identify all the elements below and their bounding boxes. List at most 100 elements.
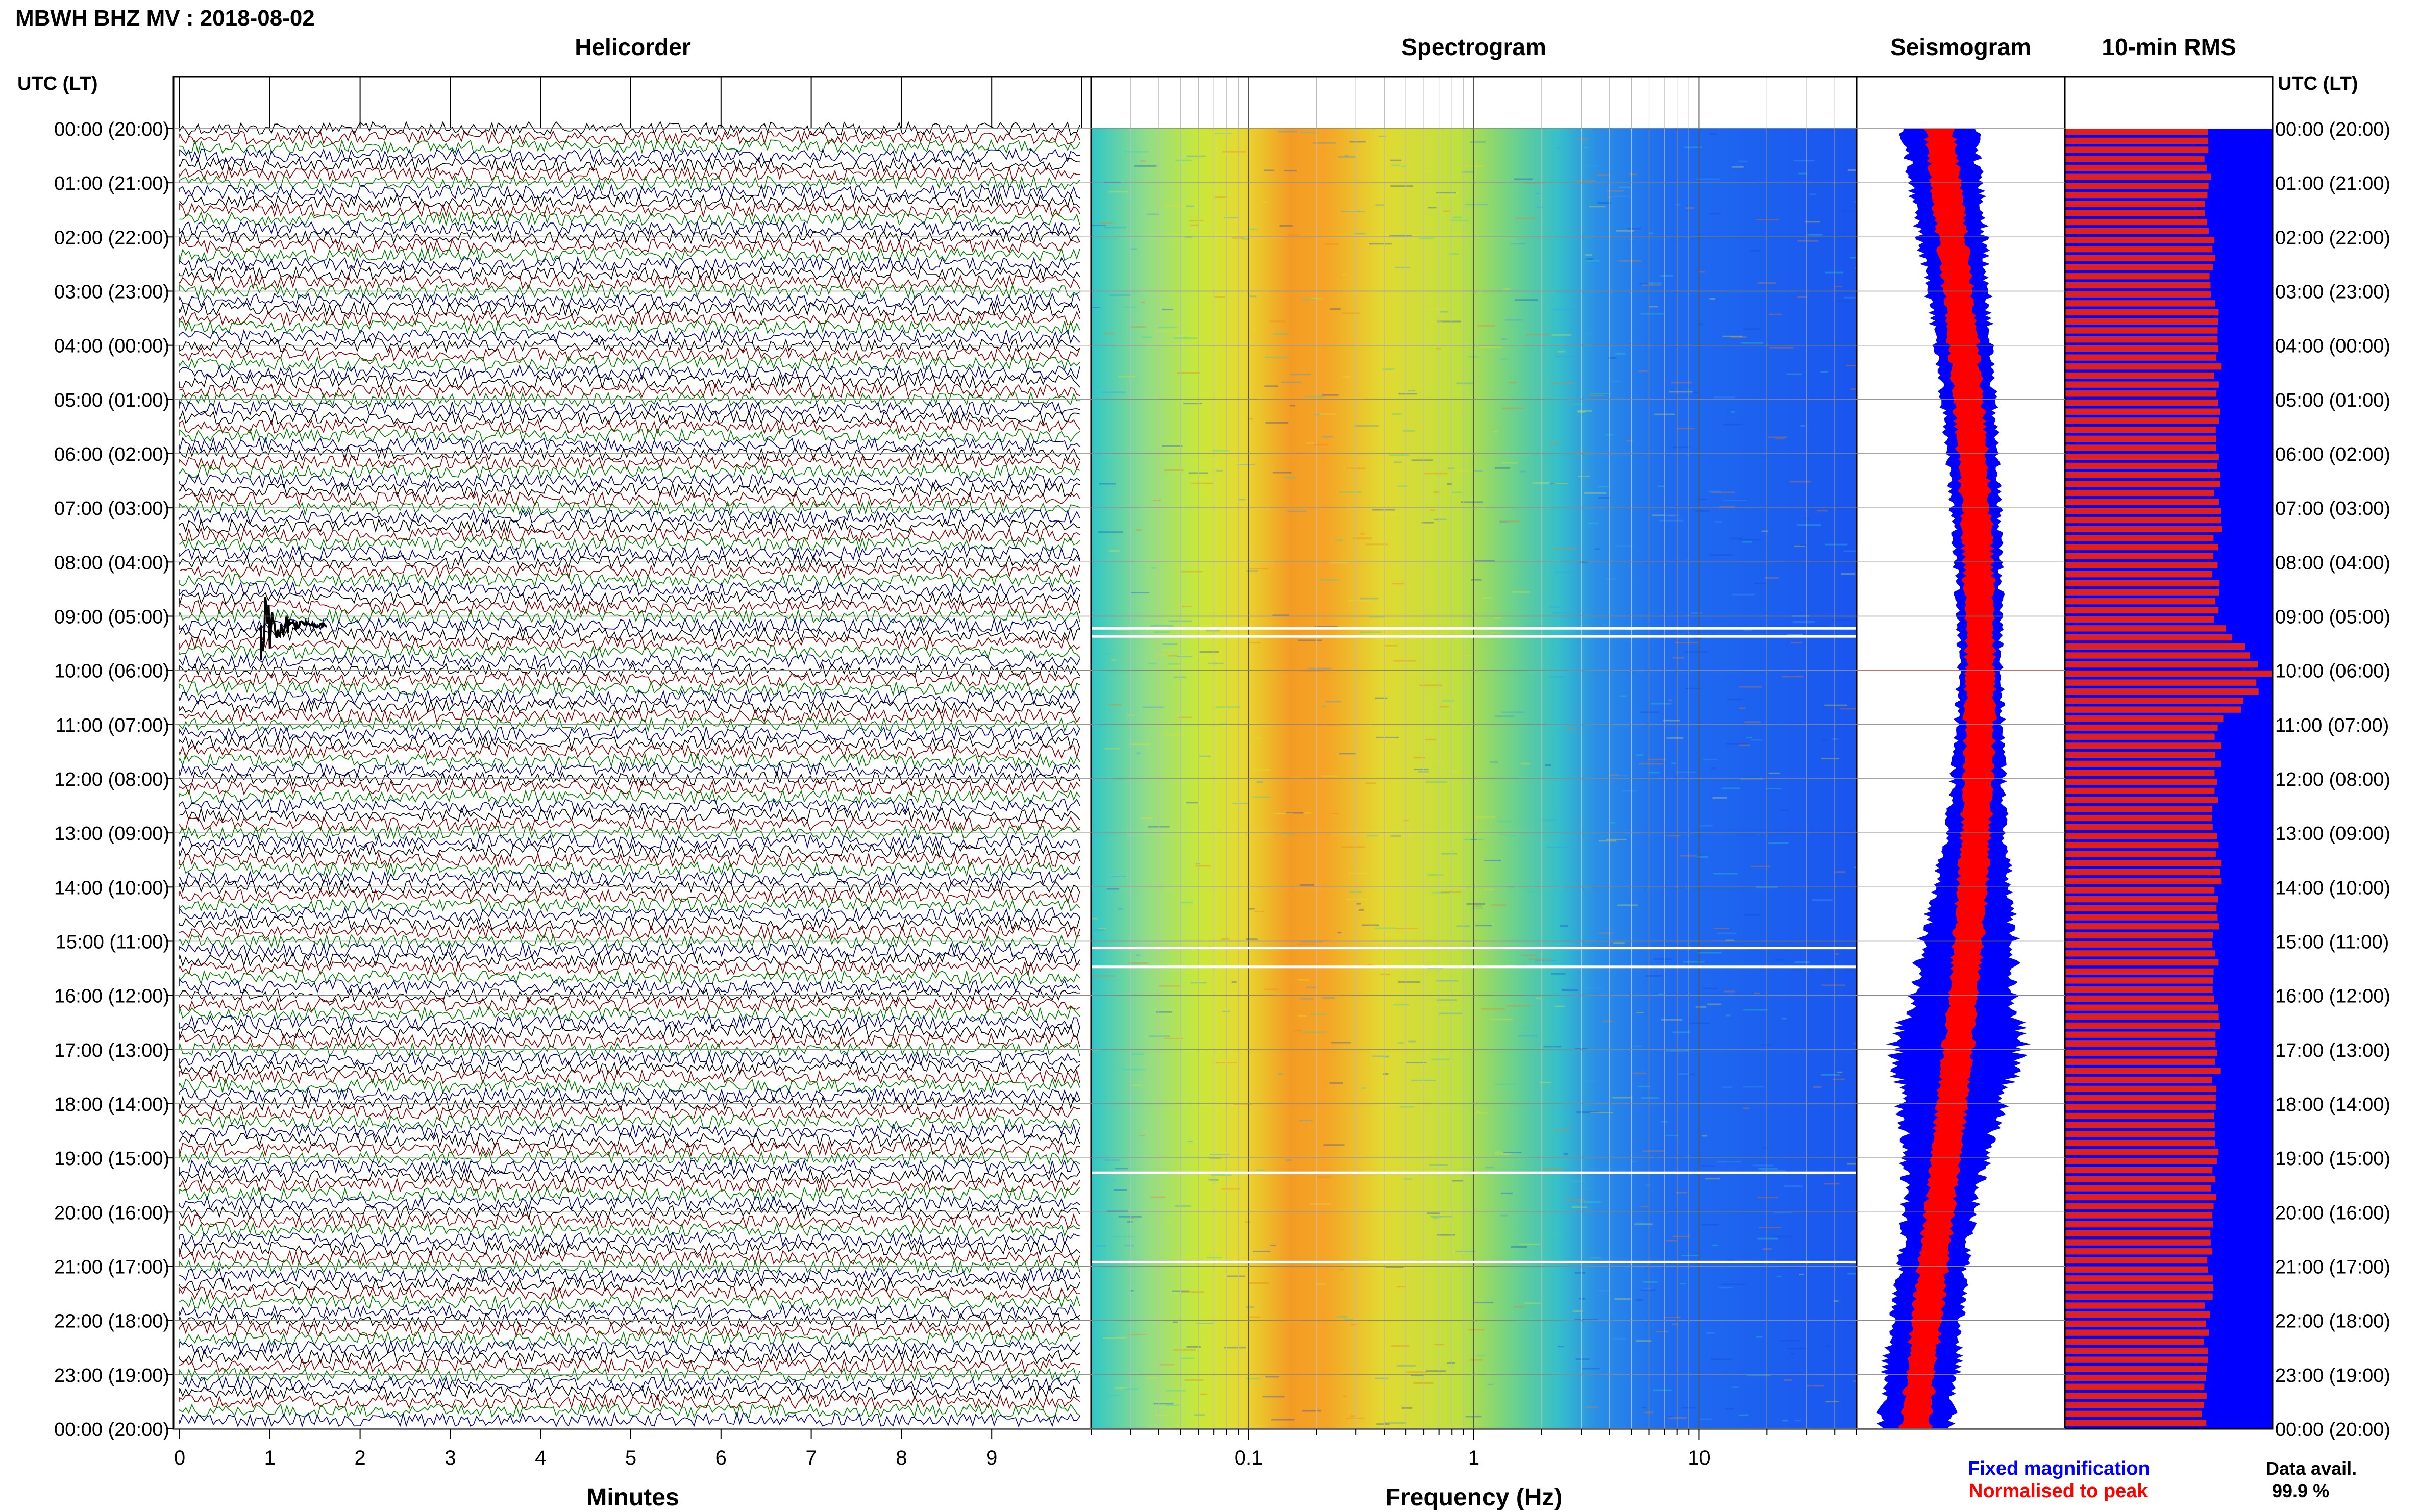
helicorder-trace [179,834,1080,850]
spectrogram-streak [1495,715,1514,717]
rms-bar [2065,237,2215,243]
spectrogram-streak [1375,1377,1389,1379]
spectrogram-streak [1618,186,1630,188]
spectrogram-streak [1636,754,1643,756]
spectrogram-streak [1789,481,1811,483]
helicorder-title: Helicorder [575,34,691,60]
helicorder-trace [179,716,1080,733]
rms-bar [2065,526,2222,532]
spectrogram-streak [1470,141,1486,143]
spectrogram-streak [1389,454,1409,456]
spectrogram-streak [1364,1170,1371,1172]
helicorder-trace [179,346,1080,362]
rms-bar [2065,1022,2220,1029]
spectrogram-streak [1494,1151,1502,1153]
spectrogram-streak [1437,320,1461,323]
spectrogram-streak [1537,206,1543,208]
spectrogram-streak [1493,617,1502,619]
spectrogram-streak [1164,1220,1173,1222]
time-label-left: 22:00 (18:00) [54,1311,169,1332]
rms-bar [2065,1058,2215,1065]
spectrogram-streak [1452,1180,1463,1182]
spectrogram-streak [1372,509,1395,511]
spectrogram-streak [1180,571,1203,573]
spectrogram-streak [1545,764,1551,766]
time-label-right: 07:00 (03:00) [2275,498,2390,519]
helicorder-trace [179,1014,1080,1031]
spectrogram-streak [1237,464,1255,465]
spectrogram-streak [1168,663,1180,665]
spectrogram-streak [1579,1298,1586,1300]
spectrogram-streak [1482,597,1494,599]
spectrogram-streak [1673,446,1691,448]
spectrogram-streak [1181,1291,1205,1293]
spectrogram-streak [1306,442,1315,444]
helicorder-trace [179,572,1080,588]
spectrogram-streak [1537,898,1547,900]
rms-bar [2065,760,2221,767]
spectrogram-streak [1151,1196,1166,1198]
spectrogram-streak [1651,703,1672,705]
spectrogram-streak [1222,1010,1231,1012]
spectrogram-streak [1321,775,1339,777]
spectrogram-streak [1411,1374,1424,1376]
spectrogram-streak [1337,932,1342,934]
spectrogram-streak [1471,907,1484,909]
spectrogram-streak [1319,579,1339,581]
rms-bar [2065,1366,2207,1372]
spectrogram-streak [1151,567,1157,569]
spectrogram-streak [1847,1163,1857,1165]
spectrogram-streak [1813,1086,1822,1088]
helicorder-trace [179,617,1080,633]
helicorder-trace [179,319,1080,336]
spectrogram-streak [1282,832,1295,834]
spectrogram-streak [1457,470,1473,472]
spectrogram-streak [1369,243,1392,245]
spectrogram-streak [1447,467,1455,469]
helicorder-trace [179,698,1080,714]
helicorder-trace [179,635,1080,652]
spectrogram-streak [1843,550,1857,552]
rms-bar [2065,598,2216,605]
helicorder-trace [179,247,1080,263]
spectrogram-panel [1090,76,1858,1430]
spectrogram-streak [1201,1106,1207,1107]
helicorder-trace [179,960,1080,977]
spectrogram-streak [1536,651,1557,653]
spectrogram-streak [1115,629,1131,631]
spectrogram-streak [1233,1103,1252,1105]
helicorder-trace [179,509,1080,525]
spectrogram-streak [1098,928,1107,929]
spectrogram-streak [1320,413,1337,415]
helicorder-trace [179,292,1080,308]
time-label-right: 09:00 (05:00) [2275,607,2390,628]
spectrogram-streak [1518,1035,1538,1037]
minute-tick-label: 0 [174,1447,185,1469]
rms-bar [2065,941,2213,948]
spectrogram-streak [1698,499,1707,500]
rms-bar [2065,1221,2213,1228]
spectrogram-streak [1589,206,1606,208]
rms-bar [2065,697,2244,704]
time-label-right: 04:00 (00:00) [2275,336,2390,357]
spectrogram-streak [1162,445,1183,447]
spectrogram-streak [1437,761,1450,762]
spectrogram-streak [1375,927,1396,929]
helicorder-trace [179,1077,1080,1094]
spectrogram-streak [1701,1165,1715,1167]
spectrogram-streak [1702,758,1718,760]
spectrogram-streak [1278,1073,1283,1075]
rms-panel [2064,76,2274,1430]
helicorder-trace [179,861,1080,877]
spectrogram-title: Spectrogram [1401,34,1546,60]
spectrogram-streak [1794,961,1810,963]
helicorder-trace [179,544,1080,561]
helicorder-trace [179,1060,1080,1076]
spectrogram-streak [1375,697,1388,699]
spectrogram-streak [1361,1087,1366,1089]
spectrogram-streak [1824,1183,1840,1185]
spectrogram-streak [1092,307,1101,308]
rms-bar [2065,986,2213,993]
helicorder-trace [179,1304,1080,1319]
